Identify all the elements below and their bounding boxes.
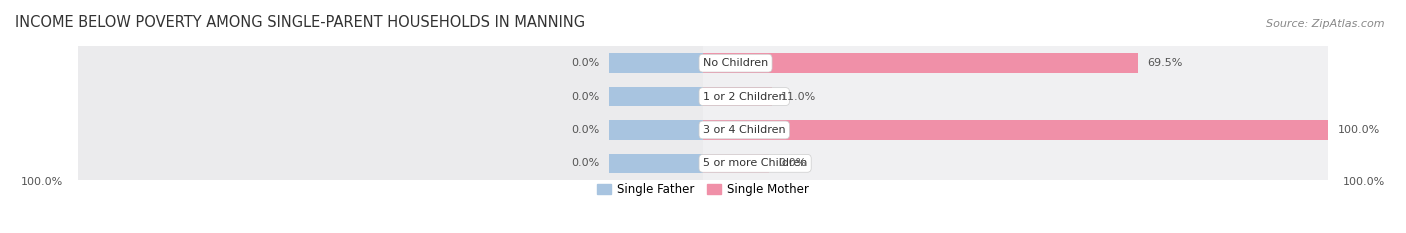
Text: 0.0%: 0.0% <box>571 58 600 68</box>
Text: INCOME BELOW POVERTY AMONG SINGLE-PARENT HOUSEHOLDS IN MANNING: INCOME BELOW POVERTY AMONG SINGLE-PARENT… <box>15 15 585 30</box>
Bar <box>703 120 1329 140</box>
Bar <box>77 113 703 147</box>
Text: 0.0%: 0.0% <box>571 92 600 102</box>
Bar <box>703 154 769 173</box>
Bar <box>609 120 703 140</box>
Text: 5 or more Children: 5 or more Children <box>703 158 807 168</box>
Text: 0.0%: 0.0% <box>571 125 600 135</box>
Text: 3 or 4 Children: 3 or 4 Children <box>703 125 786 135</box>
Legend: Single Father, Single Mother: Single Father, Single Mother <box>592 178 813 201</box>
Bar <box>703 113 1329 147</box>
Text: 100.0%: 100.0% <box>1337 125 1379 135</box>
Text: 11.0%: 11.0% <box>782 92 817 102</box>
Bar <box>77 46 703 80</box>
Text: 100.0%: 100.0% <box>1343 177 1385 187</box>
Bar <box>609 154 703 173</box>
Bar <box>609 87 703 106</box>
Text: 100.0%: 100.0% <box>21 177 63 187</box>
Text: 0.0%: 0.0% <box>778 158 806 168</box>
Text: Source: ZipAtlas.com: Source: ZipAtlas.com <box>1267 19 1385 29</box>
Bar <box>703 46 1329 80</box>
Bar <box>609 53 703 73</box>
Text: 0.0%: 0.0% <box>571 158 600 168</box>
Bar <box>703 53 1137 73</box>
Text: 1 or 2 Children: 1 or 2 Children <box>703 92 786 102</box>
Bar <box>703 87 772 106</box>
Bar <box>703 147 1329 180</box>
Bar <box>703 80 1329 113</box>
Text: No Children: No Children <box>703 58 768 68</box>
Bar <box>77 80 703 113</box>
Text: 69.5%: 69.5% <box>1147 58 1182 68</box>
Bar <box>77 147 703 180</box>
